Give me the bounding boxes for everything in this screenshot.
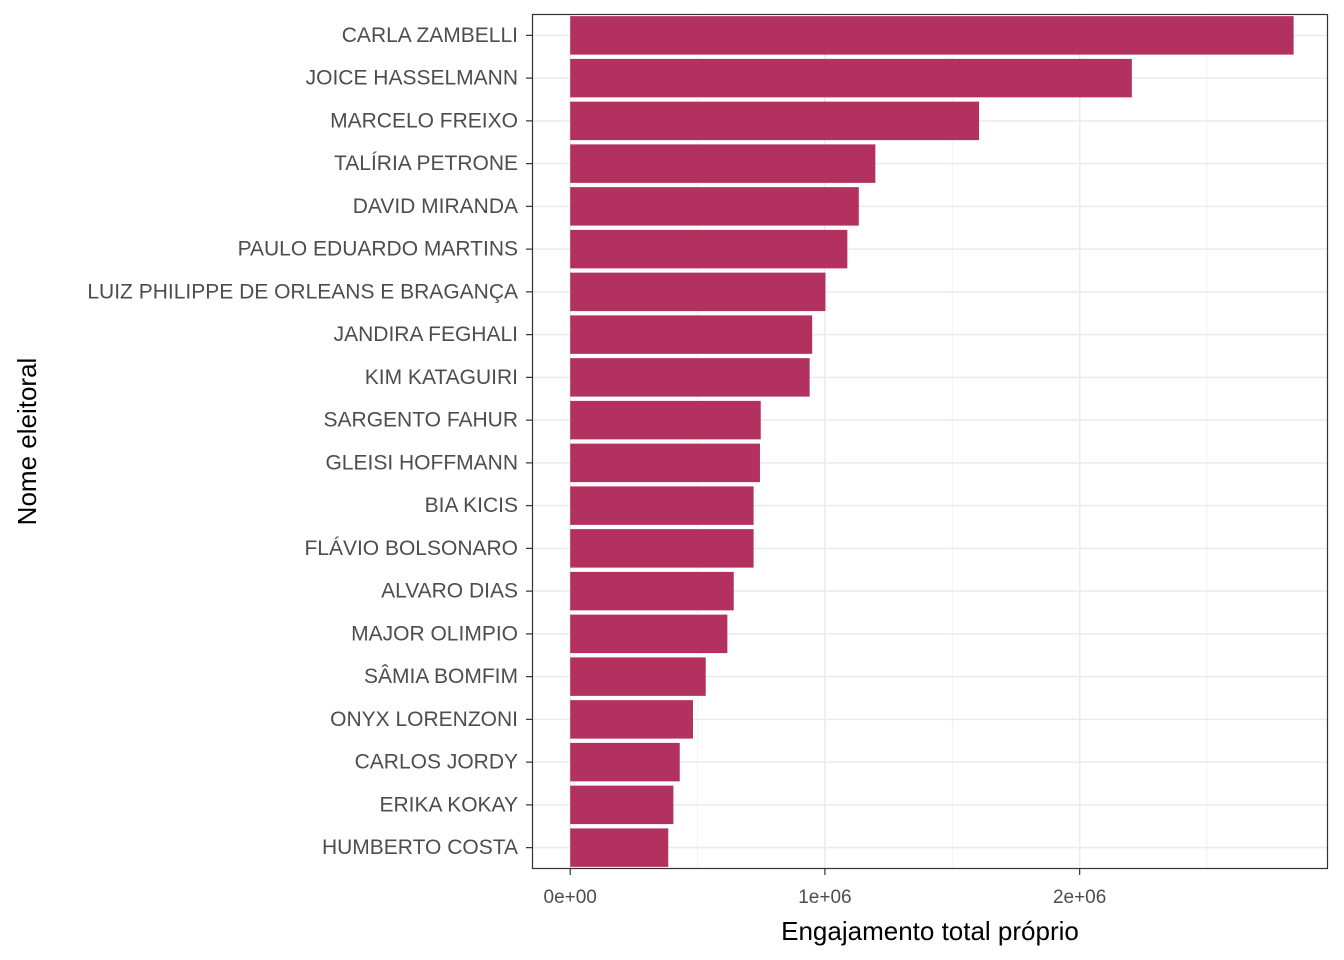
category-label: ALVARO DIAS	[381, 580, 518, 603]
category-label: LUIZ PHILIPPE DE ORLEANS E BRAGANÇA	[87, 280, 518, 303]
category-label: GLEISI HOFFMANN	[325, 451, 518, 474]
bar	[570, 272, 826, 312]
bar	[570, 828, 669, 867]
bar	[570, 315, 813, 354]
x-axis-title: Engajamento total próprio	[781, 916, 1079, 946]
y-axis-ticks	[526, 34, 532, 849]
plot-border	[531, 13, 1329, 870]
category-label: SÂMIA BOMFIM	[364, 665, 518, 688]
category-label: KIM KATAGUIRI	[365, 366, 518, 389]
category-label: MAJOR OLIMPIO	[351, 622, 518, 645]
bar	[570, 400, 761, 440]
category-label: SARGENTO FAHUR	[324, 409, 518, 432]
category-label: DAVID MIRANDA	[353, 195, 518, 218]
category-label: JOICE HASSELMANN	[306, 67, 518, 90]
bars	[570, 16, 1294, 867]
category-label: CARLA ZAMBELLI	[342, 24, 518, 47]
bar	[570, 529, 754, 568]
category-label: CARLOS JORDY	[355, 751, 518, 774]
x-axis-tick-labels: 0e+00 1e+06 2e+06	[544, 887, 1107, 908]
x-tick-label: 1e+06	[798, 887, 851, 908]
bar	[570, 742, 680, 782]
category-label: JANDIRA FEGHALI	[334, 323, 518, 346]
bar	[570, 614, 728, 654]
bar	[570, 16, 1294, 55]
bar	[570, 358, 810, 397]
x-tick-label: 0e+00	[544, 887, 597, 908]
bar	[570, 657, 706, 696]
category-label: BIA KICIS	[425, 494, 518, 517]
bar	[570, 443, 760, 483]
bar	[570, 187, 859, 226]
bar	[570, 101, 980, 141]
y-axis-title: Nome eleitoral	[12, 358, 42, 526]
bar	[570, 700, 693, 739]
y-axis-tick-labels: CARLA ZAMBELLI JOICE HASSELMANN MARCELO FR…	[87, 24, 518, 859]
bar	[570, 144, 876, 183]
bar	[570, 58, 1132, 98]
category-label: FLÁVIO BOLSONARO	[304, 537, 518, 560]
x-tick-label: 2e+06	[1053, 887, 1106, 908]
plot-panel	[532, 14, 1328, 869]
category-label: HUMBERTO COSTA	[322, 836, 518, 859]
category-label: ERIKA KOKAY	[380, 793, 519, 816]
category-label: ONYX LORENZONI	[330, 708, 518, 731]
bar	[570, 229, 848, 269]
x-axis-ticks	[569, 869, 1081, 875]
category-label: PAULO EDUARDO MARTINS	[238, 238, 518, 261]
category-label: TALÍRIA PETRONE	[334, 152, 518, 175]
bar	[570, 571, 734, 611]
bar	[570, 785, 674, 825]
bar	[570, 486, 754, 525]
category-label: MARCELO FREIXO	[330, 109, 518, 132]
